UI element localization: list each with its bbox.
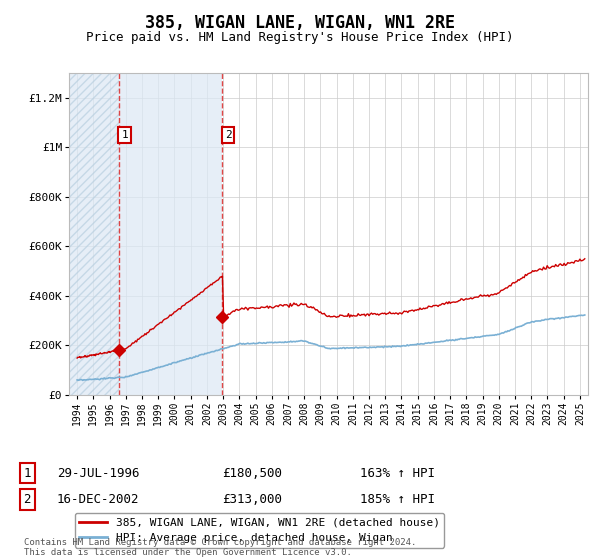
Text: 1: 1 xyxy=(23,466,31,480)
Text: £313,000: £313,000 xyxy=(222,493,282,506)
Bar xyxy=(69,73,119,395)
Text: 29-JUL-1996: 29-JUL-1996 xyxy=(57,466,139,480)
Text: Price paid vs. HM Land Registry's House Price Index (HPI): Price paid vs. HM Land Registry's House … xyxy=(86,31,514,44)
Text: 185% ↑ HPI: 185% ↑ HPI xyxy=(360,493,435,506)
Text: 163% ↑ HPI: 163% ↑ HPI xyxy=(360,466,435,480)
Text: Contains HM Land Registry data © Crown copyright and database right 2024.
This d: Contains HM Land Registry data © Crown c… xyxy=(24,538,416,557)
Text: 385, WIGAN LANE, WIGAN, WN1 2RE: 385, WIGAN LANE, WIGAN, WN1 2RE xyxy=(145,14,455,32)
Bar xyxy=(119,73,223,395)
Text: 16-DEC-2002: 16-DEC-2002 xyxy=(57,493,139,506)
Text: 1: 1 xyxy=(121,130,128,140)
Text: 2: 2 xyxy=(225,130,232,140)
Text: 2: 2 xyxy=(23,493,31,506)
Text: £180,500: £180,500 xyxy=(222,466,282,480)
Legend: 385, WIGAN LANE, WIGAN, WN1 2RE (detached house), HPI: Average price, detached h: 385, WIGAN LANE, WIGAN, WN1 2RE (detache… xyxy=(74,513,444,548)
